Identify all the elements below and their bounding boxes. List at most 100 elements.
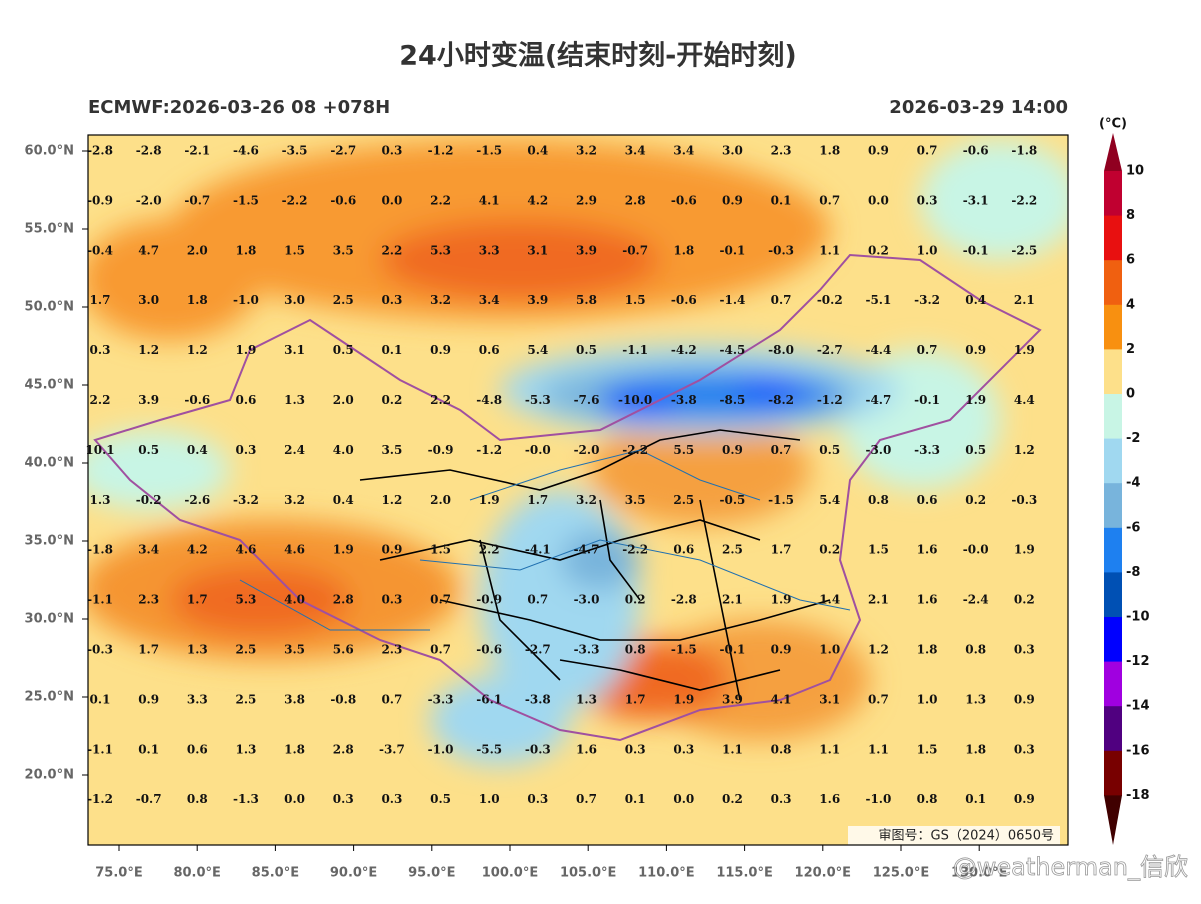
grid-value: 0.4 bbox=[333, 493, 354, 507]
grid-value: -1.5 bbox=[476, 144, 502, 158]
grid-value: 0.3 bbox=[381, 293, 402, 307]
lon-label: 90.0°E bbox=[330, 866, 377, 881]
grid-value: 0.5 bbox=[965, 443, 986, 457]
grid-value: -2.7 bbox=[330, 144, 356, 158]
grid-value: -0.6 bbox=[330, 193, 356, 207]
grid-value: 0.0 bbox=[673, 792, 694, 806]
grid-value: -2.0 bbox=[574, 443, 600, 457]
grid-value: -0.6 bbox=[963, 144, 989, 158]
grid-value: 0.7 bbox=[430, 593, 451, 607]
grid-value: 0.3 bbox=[333, 792, 354, 806]
colorbar-label: 6 bbox=[1126, 253, 1135, 268]
grid-value: 3.9 bbox=[138, 393, 159, 407]
grid-value: 4.7 bbox=[138, 243, 159, 257]
grid-value: 2.1 bbox=[1014, 293, 1035, 307]
lon-label: 110.0°E bbox=[638, 866, 695, 881]
grid-value: -3.2 bbox=[233, 493, 259, 507]
grid-value: -0.3 bbox=[1011, 493, 1037, 507]
grid-value: -0.7 bbox=[622, 243, 648, 257]
grid-value: 2.3 bbox=[381, 643, 402, 657]
grid-value: -1.2 bbox=[428, 144, 454, 158]
grid-value: -0.1 bbox=[720, 643, 746, 657]
grid-value: -4.7 bbox=[865, 393, 891, 407]
grid-value: 0.9 bbox=[138, 692, 159, 706]
grid-value: 1.5 bbox=[430, 543, 451, 557]
grid-value: 3.5 bbox=[333, 243, 354, 257]
grid-value: -0.1 bbox=[720, 243, 746, 257]
grid-value: -0.3 bbox=[87, 643, 113, 657]
grid-value: -4.4 bbox=[865, 343, 891, 357]
grid-value: -5.5 bbox=[476, 742, 502, 756]
grid-value: 1.0 bbox=[479, 792, 500, 806]
grid-value: 1.2 bbox=[1014, 443, 1035, 457]
grid-value: 1.6 bbox=[917, 543, 938, 557]
grid-value: 0.3 bbox=[381, 144, 402, 158]
grid-value: -1.2 bbox=[87, 792, 113, 806]
grid-value: 0.9 bbox=[1014, 692, 1035, 706]
grid-value: 0.3 bbox=[673, 742, 694, 756]
grid-value: 0.3 bbox=[917, 193, 938, 207]
grid-value: 3.9 bbox=[527, 293, 548, 307]
grid-value: -2.8 bbox=[136, 144, 162, 158]
grid-value: -0.1 bbox=[914, 393, 940, 407]
grid-value: 3.4 bbox=[479, 293, 500, 307]
grid-value: 1.0 bbox=[917, 692, 938, 706]
colorbar-bin bbox=[1104, 304, 1122, 350]
colorbar-unit: (°C) bbox=[1099, 117, 1127, 132]
grid-value: 3.3 bbox=[479, 243, 500, 257]
grid-value: 0.8 bbox=[965, 643, 986, 657]
grid-value: 0.3 bbox=[1014, 643, 1035, 657]
grid-value: -1.5 bbox=[671, 643, 697, 657]
colorbar-bin bbox=[1104, 661, 1122, 707]
grid-value: 2.2 bbox=[381, 243, 402, 257]
grid-value: 3.2 bbox=[284, 493, 305, 507]
lat-label: 55.0°N bbox=[25, 222, 74, 237]
grid-value: 1.3 bbox=[236, 742, 257, 756]
grid-value: -1.0 bbox=[865, 792, 891, 806]
grid-value: -0.5 bbox=[720, 493, 746, 507]
lat-label: 60.0°N bbox=[25, 144, 74, 159]
grid-value: 1.6 bbox=[576, 742, 597, 756]
grid-value: -1.4 bbox=[720, 293, 746, 307]
grid-value: -4.5 bbox=[720, 343, 746, 357]
grid-value: 0.6 bbox=[673, 543, 694, 557]
grid-value: 5.8 bbox=[576, 293, 597, 307]
grid-value: 2.2 bbox=[430, 393, 451, 407]
grid-value: 1.7 bbox=[187, 593, 208, 607]
value-grid: -2.8 -2.8 -2.1 -4.6 -3.5 -2.7 0.3 -1.2 -1.5 0.4 3.… bbox=[85, 144, 1037, 807]
lon-label: 75.0°E bbox=[95, 866, 142, 881]
grid-value: 3.3 bbox=[187, 692, 208, 706]
lat-label: 45.0°N bbox=[25, 378, 74, 393]
colorbar: 10 8 6 4 2 0 -2 -4 -6 -8 -10 -12 -14 -16 -18 (°C) bbox=[1099, 117, 1150, 845]
grid-value: -0.6 bbox=[671, 193, 697, 207]
grid-value: 2.1 bbox=[868, 593, 889, 607]
grid-value: -5.3 bbox=[525, 393, 551, 407]
grid-value: 2.3 bbox=[771, 144, 792, 158]
grid-value: -1.0 bbox=[428, 742, 454, 756]
grid-value: 5.6 bbox=[333, 643, 354, 657]
grid-value: 3.5 bbox=[381, 443, 402, 457]
grid-value: -0.2 bbox=[136, 493, 162, 507]
grid-value: 0.7 bbox=[868, 692, 889, 706]
grid-value: 2.0 bbox=[333, 393, 354, 407]
grid-value: 0.6 bbox=[236, 393, 257, 407]
grid-value: 0.9 bbox=[722, 193, 743, 207]
lon-label: 105.0°E bbox=[560, 866, 617, 881]
grid-value: 1.7 bbox=[90, 293, 111, 307]
colorbar-bin bbox=[1104, 171, 1122, 217]
grid-value: 1.5 bbox=[868, 543, 889, 557]
grid-value: 2.5 bbox=[236, 643, 257, 657]
grid-value: -3.3 bbox=[574, 643, 600, 657]
grid-value: 0.4 bbox=[527, 144, 548, 158]
rivers bbox=[239, 449, 851, 631]
grid-value: 3.4 bbox=[625, 144, 646, 158]
colorbar-top bbox=[1104, 133, 1122, 171]
colorbar-label: -18 bbox=[1126, 788, 1150, 803]
grid-value: -3.3 bbox=[914, 443, 940, 457]
lon-label: 95.0°E bbox=[408, 866, 455, 881]
colorbar-bin bbox=[1104, 572, 1122, 618]
grid-value: 0.9 bbox=[965, 343, 986, 357]
grid-value: 3.9 bbox=[722, 692, 743, 706]
grid-value: 1.8 bbox=[819, 144, 840, 158]
